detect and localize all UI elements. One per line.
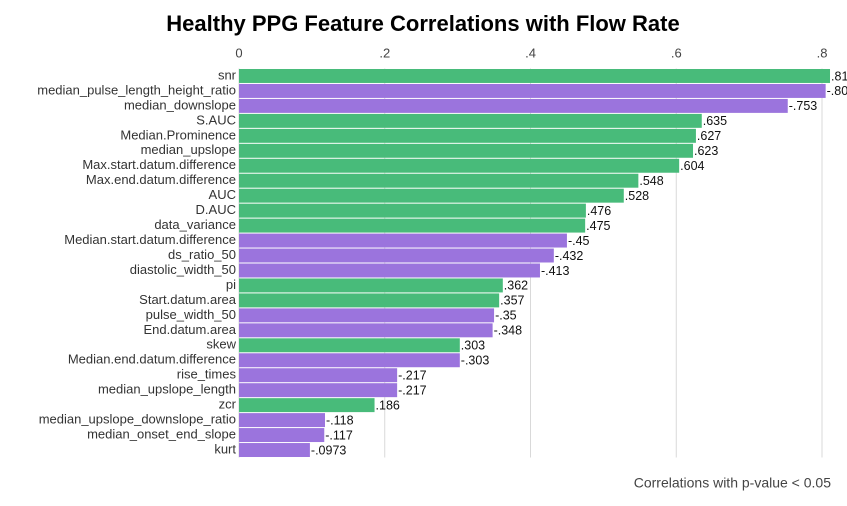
category-label: S.AUC: [196, 112, 236, 127]
value-label: .528: [625, 189, 649, 203]
category-label: Median.start.datum.difference: [64, 232, 236, 247]
category-label: pi: [226, 277, 236, 292]
bar: [239, 353, 460, 368]
bar: [239, 308, 495, 323]
category-label: ds_ratio_50: [168, 247, 236, 262]
bar: [239, 113, 702, 128]
bar: [239, 263, 540, 278]
caption: Correlations with p-value < 0.05: [634, 475, 831, 491]
value-label: .604: [680, 159, 704, 173]
value-label: -.805: [827, 84, 847, 98]
category-label: skew: [206, 337, 236, 352]
category-label: median_pulse_length_height_ratio: [37, 82, 236, 97]
value-label: -.117: [325, 428, 353, 442]
bar: [239, 248, 554, 263]
bar: [239, 218, 586, 233]
category-label: pulse_width_50: [146, 307, 236, 322]
x-tick-label: .8: [817, 45, 828, 60]
bar: [239, 293, 500, 308]
bar: [239, 128, 696, 143]
value-label: .627: [697, 129, 721, 143]
bar: [239, 413, 325, 428]
category-label: AUC: [209, 187, 236, 202]
value-label: -.217: [398, 369, 427, 383]
category-label: median_downslope: [124, 97, 236, 112]
bar: [239, 398, 375, 413]
category-label: rise_times: [177, 367, 237, 382]
bar: [239, 173, 639, 188]
x-tick-label: 0: [235, 45, 242, 60]
value-label: -.0973: [311, 443, 346, 457]
bar: [239, 323, 493, 338]
value-label: -.217: [398, 383, 427, 397]
bar: [239, 98, 788, 113]
value-label: .357: [500, 294, 524, 308]
bar: [239, 233, 567, 248]
category-label: snr: [218, 67, 237, 82]
category-label: median_onset_end_slope: [87, 426, 236, 441]
bar: [239, 278, 503, 293]
category-label: kurt: [214, 441, 236, 456]
value-label: .635: [703, 114, 727, 128]
value-label: .186: [376, 398, 400, 412]
bar: [239, 83, 826, 98]
x-tick-label: .4: [525, 45, 536, 60]
value-label: .623: [694, 144, 718, 158]
value-label: .362: [504, 279, 528, 293]
bar: [239, 188, 624, 203]
bar: [239, 158, 680, 173]
category-label: diastolic_width_50: [130, 262, 236, 277]
category-label: D.AUC: [196, 202, 236, 217]
value-label: -.413: [541, 264, 570, 278]
value-label: -.348: [494, 324, 523, 338]
value-label: .548: [639, 174, 663, 188]
value-label: .476: [587, 204, 611, 218]
value-label: -.118: [326, 413, 354, 427]
value-label: -.35: [495, 309, 517, 323]
category-label: End.datum.area: [143, 322, 236, 337]
chart-title: Healthy PPG Feature Correlations with Fl…: [166, 11, 679, 36]
category-label: Median.Prominence: [120, 127, 236, 142]
bar: [239, 368, 398, 383]
bar: [239, 443, 310, 457]
bar: [239, 338, 460, 353]
x-tick-label: .6: [671, 45, 682, 60]
category-label: Max.end.datum.difference: [86, 172, 236, 187]
value-label: -.753: [789, 99, 818, 113]
category-label: median_upslope_downslope_ratio: [39, 412, 236, 427]
bar: [239, 203, 586, 218]
x-tick-label: .2: [379, 45, 390, 60]
value-label: -.303: [461, 354, 490, 368]
value-label: .811: [831, 69, 847, 83]
category-label: median_upslope_length: [98, 382, 236, 397]
bar: [239, 383, 398, 398]
value-label: -.45: [568, 234, 590, 248]
category-label: zcr: [219, 397, 237, 412]
category-label: data_variance: [154, 217, 236, 232]
bar: [239, 69, 831, 83]
category-label: Start.datum.area: [139, 292, 237, 307]
category-label: median_upslope: [141, 142, 236, 157]
value-label: -.432: [555, 249, 584, 263]
category-label: Median.end.datum.difference: [68, 352, 236, 367]
category-label: Max.start.datum.difference: [82, 157, 236, 172]
bar: [239, 428, 325, 443]
value-label: .303: [461, 339, 485, 353]
bar: [239, 143, 694, 158]
value-label: .475: [586, 219, 610, 233]
